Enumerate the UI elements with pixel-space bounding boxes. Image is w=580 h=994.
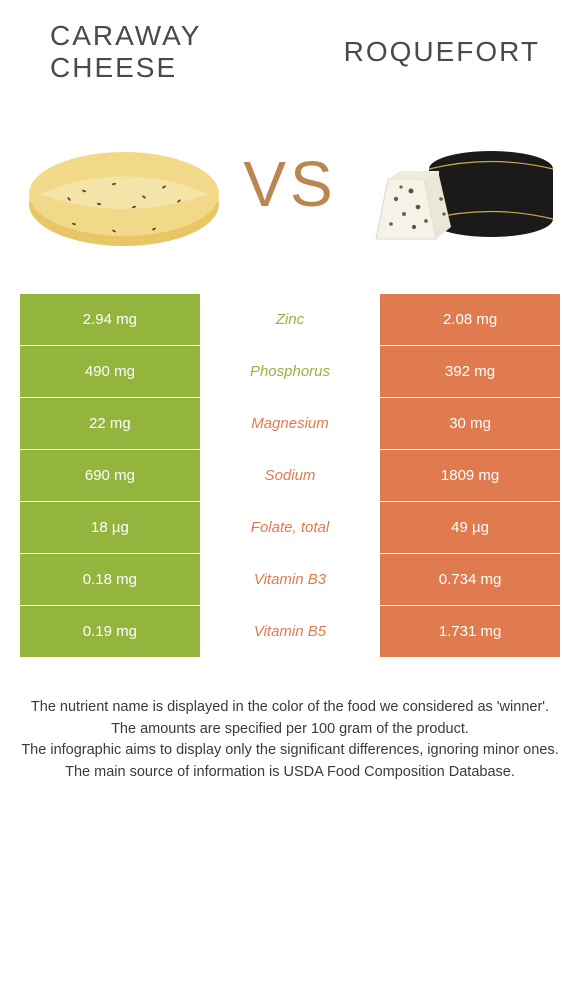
footer-notes: The nutrient name is displayed in the co… — [20, 698, 560, 782]
value-left: 22 mg — [20, 398, 200, 449]
title-caraway: CARAWAY CHEESE — [30, 20, 295, 84]
nutrient-name: Vitamin B5 — [200, 606, 380, 657]
table-row: 22 mgMagnesium30 mg — [20, 398, 560, 450]
vs-label: VS — [237, 147, 342, 221]
table-row: 2.94 mgZinc2.08 mg — [20, 294, 560, 346]
nutrient-name: Vitamin B3 — [200, 554, 380, 605]
images-row: VS — [0, 94, 580, 294]
value-left: 690 mg — [20, 450, 200, 501]
nutrient-name: Zinc — [200, 294, 380, 345]
footer-line1: The nutrient name is displayed in the co… — [20, 698, 560, 718]
header: CARAWAY CHEESE ROQUEFORT — [0, 0, 580, 94]
value-left: 0.19 mg — [20, 606, 200, 657]
value-left: 490 mg — [20, 346, 200, 397]
table-row: 490 mgPhosphorus392 mg — [20, 346, 560, 398]
nutrient-table: 2.94 mgZinc2.08 mg490 mgPhosphorus392 mg… — [20, 294, 560, 658]
value-left: 0.18 mg — [20, 554, 200, 605]
value-right: 1809 mg — [380, 450, 560, 501]
footer-line4: The main source of information is USDA F… — [20, 763, 560, 783]
footer-line2: The amounts are specified per 100 gram o… — [20, 720, 560, 740]
value-right: 392 mg — [380, 346, 560, 397]
table-row: 18 µgFolate, total49 µg — [20, 502, 560, 554]
roquefort-cheese-image — [343, 104, 570, 264]
table-row: 0.19 mgVitamin B51.731 mg — [20, 606, 560, 658]
value-right: 49 µg — [380, 502, 560, 553]
caraway-cheese-image — [10, 104, 237, 264]
title-roquefort: ROQUEFORT — [295, 36, 550, 68]
title-caraway-line1: CARAWAY — [50, 20, 201, 51]
value-right: 0.734 mg — [380, 554, 560, 605]
title-caraway-line2: CHEESE — [50, 52, 177, 83]
value-right: 1.731 mg — [380, 606, 560, 657]
value-left: 2.94 mg — [20, 294, 200, 345]
table-row: 0.18 mgVitamin B30.734 mg — [20, 554, 560, 606]
footer-line3: The infographic aims to display only the… — [20, 741, 560, 761]
nutrient-name: Folate, total — [200, 502, 380, 553]
table-row: 690 mgSodium1809 mg — [20, 450, 560, 502]
value-left: 18 µg — [20, 502, 200, 553]
value-right: 2.08 mg — [380, 294, 560, 345]
value-right: 30 mg — [380, 398, 560, 449]
nutrient-name: Sodium — [200, 450, 380, 501]
nutrient-name: Magnesium — [200, 398, 380, 449]
nutrient-name: Phosphorus — [200, 346, 380, 397]
